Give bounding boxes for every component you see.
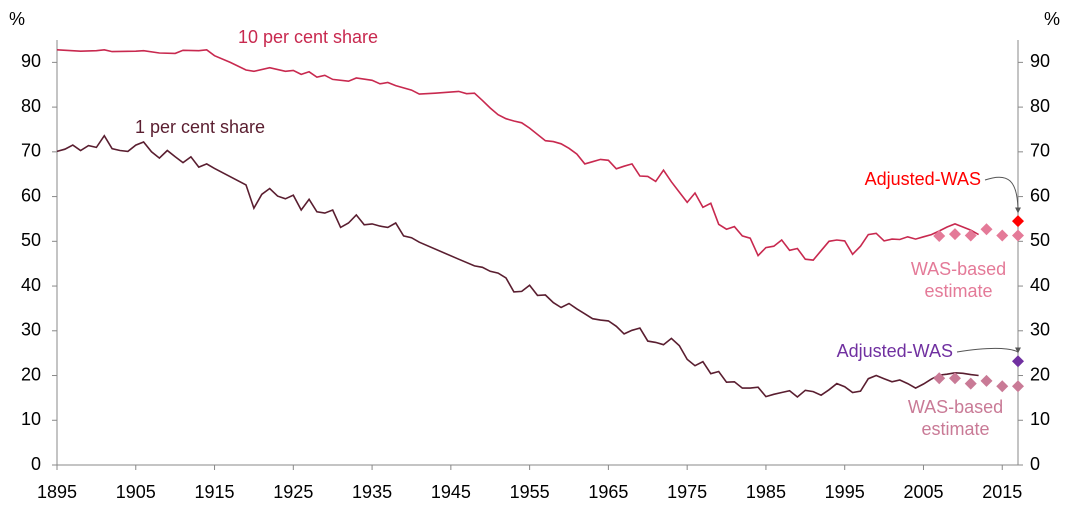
- x-tick-label: 1965: [588, 482, 628, 502]
- diamond-marker: [980, 374, 993, 387]
- x-tick-label: 1935: [352, 482, 392, 502]
- y2-tick-label: 10: [1030, 409, 1050, 429]
- x-tick-label: 2015: [982, 482, 1022, 502]
- x-tick-label: 1895: [37, 482, 77, 502]
- series-label: Adjusted-WAS: [865, 169, 981, 189]
- diamond-marker: [933, 229, 946, 242]
- y-tick-label: 10: [21, 409, 41, 429]
- y2-tick-label: 20: [1030, 364, 1050, 384]
- series-label: Adjusted-WAS: [837, 341, 953, 361]
- x-tick-label: 1995: [825, 482, 865, 502]
- diamond-marker: [996, 380, 1009, 393]
- series-line: [56, 48, 979, 261]
- x-tick-label: 1955: [510, 482, 550, 502]
- y-tick-label: 50: [21, 230, 41, 250]
- y-tick-label: 20: [21, 364, 41, 384]
- annotation-arrow: [984, 176, 1021, 214]
- x-tick-label: 1985: [746, 482, 786, 502]
- y2-tick-label: 60: [1030, 185, 1050, 205]
- diamond-marker: [948, 372, 961, 385]
- diamond-marker: [980, 223, 993, 236]
- diamond-marker: [996, 229, 1009, 242]
- x-tick-label: 1915: [195, 482, 235, 502]
- x-tick-label: 2005: [903, 482, 943, 502]
- y-axis-label: %: [9, 9, 25, 29]
- series-label: 10 per cent share: [238, 27, 378, 47]
- x-tick-label: 1975: [667, 482, 707, 502]
- y2-tick-label: 80: [1030, 96, 1050, 116]
- annotation-arrow: [956, 347, 1021, 354]
- y-tick-label: 40: [21, 275, 41, 295]
- y2-axis-label: %: [1044, 9, 1060, 29]
- diamond-marker: [933, 372, 946, 385]
- y2-tick-label: 70: [1030, 141, 1050, 161]
- diamond-marker: [1012, 355, 1024, 368]
- series-line: [56, 134, 979, 399]
- y-tick-label: 30: [21, 320, 41, 340]
- y-tick-label: 90: [21, 51, 41, 71]
- diamond-marker: [964, 229, 977, 242]
- diamond-marker: [948, 228, 961, 241]
- y-tick-label: 0: [31, 454, 41, 474]
- series-label: WAS-based estimate: [910, 259, 1007, 301]
- y-tick-label: 70: [21, 141, 41, 161]
- diamond-marker: [1012, 229, 1024, 242]
- diamond-marker: [1012, 380, 1024, 393]
- x-tick-label: 1905: [116, 482, 156, 502]
- y-tick-label: 80: [21, 96, 41, 116]
- diamond-marker: [964, 377, 977, 390]
- y2-tick-label: 90: [1030, 51, 1050, 71]
- y-tick-label: 60: [21, 185, 41, 205]
- series-label: WAS-based estimate: [907, 397, 1004, 439]
- y2-tick-label: 30: [1030, 320, 1050, 340]
- diamond-marker: [1012, 215, 1024, 228]
- x-tick-label: 1925: [273, 482, 313, 502]
- x-tick-label: 1945: [431, 482, 471, 502]
- y2-tick-label: 50: [1030, 230, 1050, 250]
- series-label: 1 per cent share: [135, 117, 265, 137]
- y2-tick-label: 0: [1030, 454, 1040, 474]
- y2-tick-label: 40: [1030, 275, 1050, 295]
